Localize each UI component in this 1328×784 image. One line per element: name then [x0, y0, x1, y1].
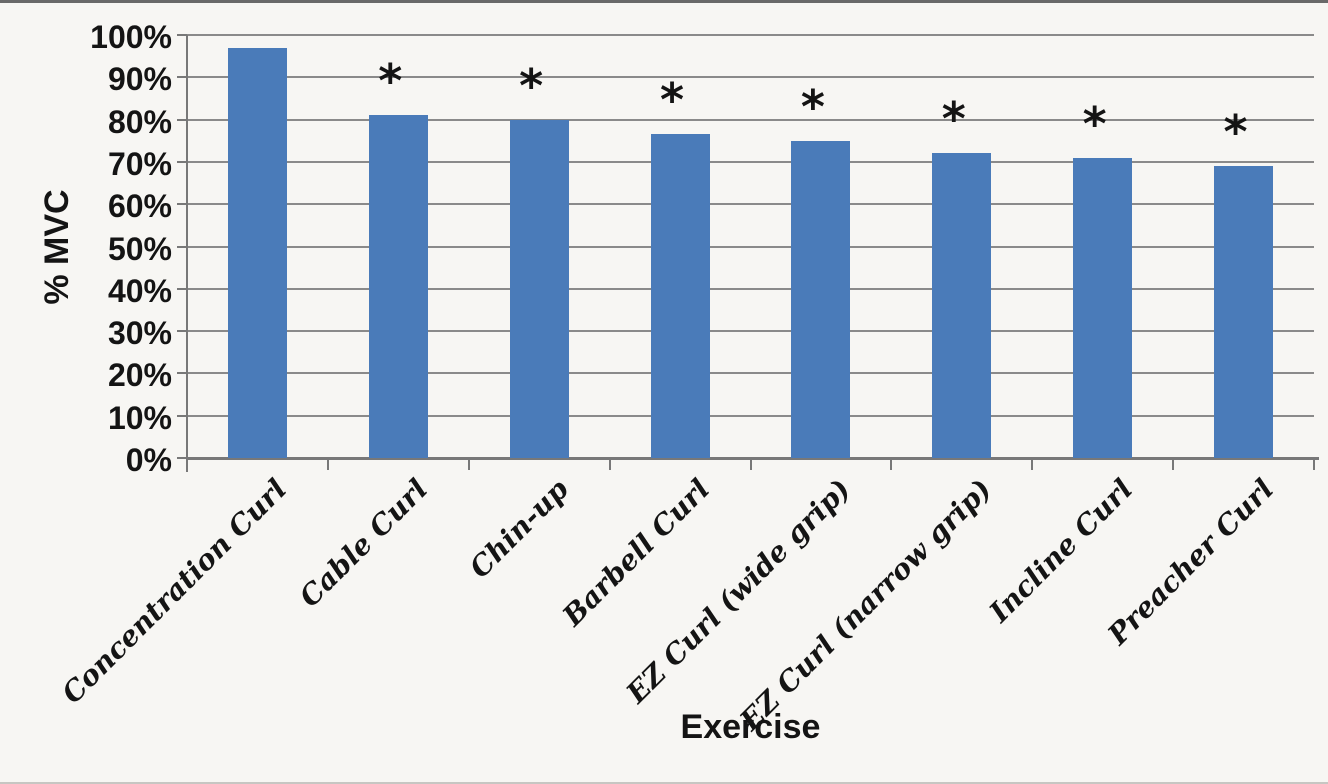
significance-marker: * [519, 58, 544, 113]
x-axis-tick [1172, 458, 1175, 470]
x-axis-tick [467, 458, 470, 470]
y-axis-tick [177, 160, 187, 163]
y-axis-tick [177, 372, 187, 375]
gridline [187, 330, 1314, 333]
y-axis-tick [177, 76, 187, 79]
y-axis-tick [177, 287, 187, 290]
gridline [187, 287, 1314, 290]
x-axis-tick [1031, 458, 1034, 470]
y-axis-tick [177, 203, 187, 206]
bar-ez-curl-wide-grip [791, 140, 851, 458]
bar-chin-up [509, 119, 569, 458]
bar-barbell-curl [650, 134, 710, 458]
significance-marker: * [378, 54, 403, 109]
x-axis-tick [608, 458, 611, 470]
bar-ez-curl-narrow-grip [932, 153, 992, 458]
x-axis-tick [186, 458, 188, 470]
gridline [187, 76, 1314, 79]
y-axis-tick [177, 414, 187, 417]
bar-preacher-curl [1214, 166, 1274, 458]
gridline [187, 372, 1314, 375]
y-axis-tick [177, 34, 187, 36]
bar-concentration-curl [227, 47, 287, 458]
gridline [187, 160, 1314, 163]
y-axis-tick-label: 10% [107, 399, 172, 436]
y-axis-tick-label: 30% [107, 315, 172, 352]
x-axis-title: Exercise [680, 708, 821, 746]
y-axis-tick-label: 40% [107, 272, 172, 309]
significance-marker: * [800, 79, 825, 134]
x-axis-tick [1313, 458, 1315, 470]
gridline [187, 414, 1314, 417]
y-axis-tick-label: 50% [107, 230, 172, 267]
x-axis-tick [890, 458, 893, 470]
gridline [187, 118, 1314, 121]
gridline [187, 203, 1314, 206]
gridline [187, 245, 1314, 248]
significance-marker: * [1223, 105, 1248, 160]
y-axis-tick [177, 245, 187, 248]
significance-marker: * [660, 73, 685, 128]
x-axis-tick [749, 458, 752, 470]
y-axis-tick [177, 330, 187, 333]
y-axis-tick-label: 80% [107, 103, 172, 140]
significance-marker: * [941, 92, 966, 147]
y-axis-tick-label: 0% [125, 442, 172, 478]
y-axis-tick-label: 100% [90, 19, 172, 55]
bar-cable-curl [368, 115, 428, 458]
y-axis-tick-label: 70% [107, 145, 172, 182]
x-axis-tick [326, 458, 329, 470]
x-axis-line [187, 457, 1319, 460]
y-axis-tick-label: 20% [107, 357, 172, 394]
bar-incline-curl [1073, 157, 1133, 458]
y-axis-tick [177, 457, 187, 459]
gridline [187, 34, 1314, 36]
y-axis-tick-label: 60% [107, 188, 172, 225]
significance-marker: * [1082, 96, 1107, 151]
y-axis-tick [177, 118, 187, 121]
y-axis-line [186, 35, 188, 472]
y-axis-tick-label: 90% [107, 61, 172, 98]
